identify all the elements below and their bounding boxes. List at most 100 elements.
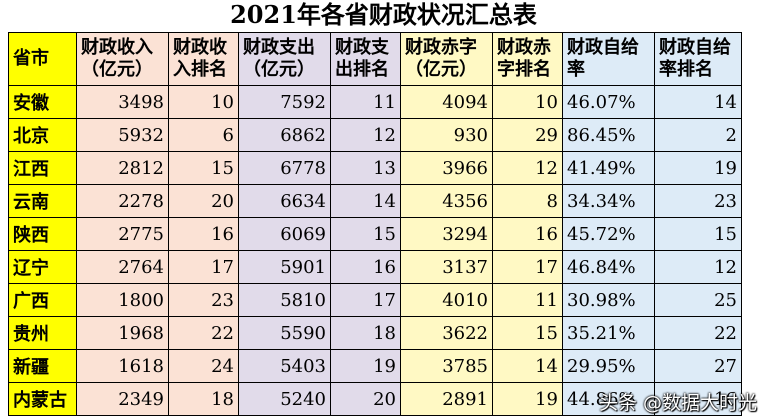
- cell-revenue: 2764: [76, 250, 169, 284]
- table-row: 新疆 1618 24 5403 19 3785 14 29.95% 27: [8, 349, 742, 383]
- cell-expenditure-rank: 17: [330, 283, 401, 317]
- cell-deficit: 3622: [400, 316, 493, 350]
- cell-expenditure: 5810: [238, 283, 331, 317]
- cell-revenue-rank: 17: [168, 250, 239, 284]
- cell-province: 内蒙古: [8, 382, 77, 416]
- cell-expenditure-rank: 19: [330, 349, 401, 383]
- cell-ratio: 30.98%: [562, 283, 655, 317]
- cell-revenue-rank: 24: [168, 349, 239, 383]
- header-deficit-rank: 财政赤字排名: [492, 32, 563, 86]
- cell-province: 新疆: [8, 349, 77, 383]
- cell-deficit-rank: 17: [492, 250, 563, 284]
- cell-province: 广西: [8, 283, 77, 317]
- table-row: 内蒙古 2349 18 5240 20 2891 19 44.86% 16: [8, 382, 742, 416]
- cell-province: 陕西: [8, 217, 77, 251]
- table-row: 陕西 2775 16 6069 15 3294 16 45.72% 15: [8, 217, 742, 251]
- cell-ratio-rank: 19: [654, 151, 742, 185]
- header-revenue-rank: 财政收入排名: [168, 32, 239, 86]
- cell-deficit-rank: 19: [492, 382, 563, 416]
- header-deficit: 财政赤字（亿元）: [400, 32, 493, 86]
- fiscal-table: 省市 财政收入（亿元） 财政收入排名 财政支出（亿元） 财政支出排名 财政赤字（…: [8, 32, 742, 416]
- header-ratio-rank: 财政自给率排名: [654, 32, 742, 86]
- table-body: 安徽 3498 10 7592 11 4094 10 46.07% 14 北京 5932 6 6862 1…: [8, 85, 742, 416]
- cell-revenue: 1618: [76, 349, 169, 383]
- cell-ratio: 35.21%: [562, 316, 655, 350]
- cell-expenditure-rank: 20: [330, 382, 401, 416]
- cell-ratio: 86.45%: [562, 118, 655, 152]
- cell-ratio: 44.86%: [562, 382, 655, 416]
- table-row: 贵州 1968 22 5590 18 3622 15 35.21% 22: [8, 316, 742, 350]
- cell-revenue: 3498: [76, 85, 169, 119]
- cell-expenditure: 5240: [238, 382, 331, 416]
- cell-revenue: 2349: [76, 382, 169, 416]
- cell-province: 北京: [8, 118, 77, 152]
- cell-deficit-rank: 10: [492, 85, 563, 119]
- cell-revenue: 1968: [76, 316, 169, 350]
- cell-province: 辽宁: [8, 250, 77, 284]
- cell-deficit: 930: [400, 118, 493, 152]
- cell-revenue: 2278: [76, 184, 169, 218]
- cell-ratio-rank: 23: [654, 184, 742, 218]
- cell-deficit: 4356: [400, 184, 493, 218]
- cell-expenditure-rank: 14: [330, 184, 401, 218]
- cell-expenditure: 5590: [238, 316, 331, 350]
- cell-ratio-rank: 12: [654, 250, 742, 284]
- cell-expenditure: 6634: [238, 184, 331, 218]
- cell-revenue-rank: 15: [168, 151, 239, 185]
- cell-ratio-rank: 2: [654, 118, 742, 152]
- header-province: 省市: [8, 32, 77, 86]
- cell-ratio-rank: 27: [654, 349, 742, 383]
- table-row: 安徽 3498 10 7592 11 4094 10 46.07% 14: [8, 85, 742, 119]
- cell-expenditure-rank: 18: [330, 316, 401, 350]
- cell-deficit-rank: 16: [492, 217, 563, 251]
- cell-deficit: 4094: [400, 85, 493, 119]
- table-row: 广西 1800 23 5810 17 4010 11 30.98% 25: [8, 283, 742, 317]
- cell-expenditure-rank: 15: [330, 217, 401, 251]
- table-row: 江西 2812 15 6778 13 3966 12 41.49% 19: [8, 151, 742, 185]
- cell-deficit-rank: 11: [492, 283, 563, 317]
- cell-expenditure: 6778: [238, 151, 331, 185]
- table-row: 辽宁 2764 17 5901 16 3137 17 46.84% 12: [8, 250, 742, 284]
- cell-deficit-rank: 14: [492, 349, 563, 383]
- cell-expenditure: 5901: [238, 250, 331, 284]
- cell-province: 云南: [8, 184, 77, 218]
- cell-expenditure: 5403: [238, 349, 331, 383]
- watermark: 头条 @数据大时光: [598, 392, 757, 414]
- header-row: 省市 财政收入（亿元） 财政收入排名 财政支出（亿元） 财政支出排名 财政赤字（…: [8, 32, 742, 86]
- cell-expenditure: 6069: [238, 217, 331, 251]
- header-expenditure-rank: 财政支出排名: [330, 32, 401, 86]
- cell-ratio-rank: 15: [654, 217, 742, 251]
- cell-ratio: 41.49%: [562, 151, 655, 185]
- cell-deficit-rank: 15: [492, 316, 563, 350]
- cell-ratio: 46.84%: [562, 250, 655, 284]
- cell-deficit: 3785: [400, 349, 493, 383]
- cell-expenditure: 7592: [238, 85, 331, 119]
- header-revenue: 财政收入（亿元）: [76, 32, 169, 86]
- cell-revenue: 1800: [76, 283, 169, 317]
- cell-ratio-rank: 16: [654, 382, 742, 416]
- cell-deficit-rank: 8: [492, 184, 563, 218]
- table-row: 云南 2278 20 6634 14 4356 8 34.34% 23: [8, 184, 742, 218]
- cell-revenue-rank: 18: [168, 382, 239, 416]
- cell-province: 江西: [8, 151, 77, 185]
- cell-revenue-rank: 6: [168, 118, 239, 152]
- header-ratio: 财政自给率: [562, 32, 655, 86]
- cell-deficit: 2891: [400, 382, 493, 416]
- cell-revenue: 5932: [76, 118, 169, 152]
- cell-province: 安徽: [8, 85, 77, 119]
- cell-ratio: 34.34%: [562, 184, 655, 218]
- cell-expenditure-rank: 16: [330, 250, 401, 284]
- cell-deficit: 3137: [400, 250, 493, 284]
- cell-revenue-rank: 10: [168, 85, 239, 119]
- cell-deficit: 3294: [400, 217, 493, 251]
- cell-ratio-rank: 22: [654, 316, 742, 350]
- cell-expenditure-rank: 11: [330, 85, 401, 119]
- header-expenditure: 财政支出（亿元）: [238, 32, 331, 86]
- cell-revenue-rank: 16: [168, 217, 239, 251]
- cell-ratio-rank: 14: [654, 85, 742, 119]
- cell-ratio-rank: 25: [654, 283, 742, 317]
- cell-ratio: 45.72%: [562, 217, 655, 251]
- cell-revenue-rank: 22: [168, 316, 239, 350]
- cell-ratio: 46.07%: [562, 85, 655, 119]
- cell-deficit: 3966: [400, 151, 493, 185]
